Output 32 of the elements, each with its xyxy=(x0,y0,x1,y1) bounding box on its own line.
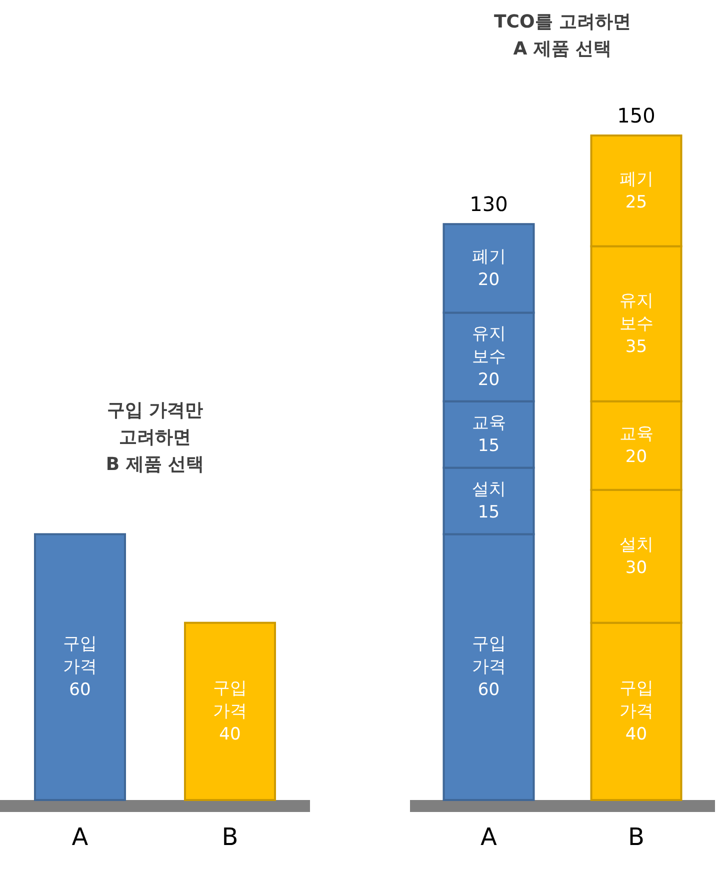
text: 폐기 xyxy=(619,169,654,190)
text: 설치 xyxy=(619,534,654,555)
series-label: 구입 가격 xyxy=(472,634,506,678)
text: 구입 가격 xyxy=(213,678,247,722)
data-label: 30 xyxy=(625,558,648,578)
series-label: 구입 가격 xyxy=(63,634,97,678)
data-label: 15 xyxy=(478,436,500,456)
x-tick-label: B xyxy=(222,823,238,851)
data-label: 20 xyxy=(625,447,648,468)
text: 교육 xyxy=(619,424,654,444)
data-label: 35 xyxy=(625,336,648,357)
data-label: 40 xyxy=(219,724,241,744)
data-label: 15 xyxy=(478,502,500,522)
total-label: 130 xyxy=(470,192,508,216)
data-label: 60 xyxy=(69,680,91,700)
series-label: 폐기 xyxy=(472,246,506,267)
data-label: 20 xyxy=(478,370,500,390)
series-label: 교육 xyxy=(472,413,506,434)
series-label: 유지 보수 xyxy=(472,324,506,367)
x-tick-label: B xyxy=(628,823,644,851)
chart-title: TCO를 고려하면 A 제품 선택 xyxy=(494,11,632,59)
total-label: 150 xyxy=(617,104,656,128)
data-label: 40 xyxy=(625,724,648,744)
chart-title: 구입 가격만 고려하면 B 제품 선택 xyxy=(106,400,204,474)
text: 유지 보수 xyxy=(619,290,654,334)
data-label: 20 xyxy=(478,270,500,290)
x-tick-label: A xyxy=(72,823,89,851)
text: 구입 가격 xyxy=(619,678,654,722)
data-label: 60 xyxy=(478,680,500,700)
data-label: 25 xyxy=(625,192,648,212)
x-tick-label: A xyxy=(480,823,498,851)
series-label: 설치 xyxy=(472,479,506,500)
